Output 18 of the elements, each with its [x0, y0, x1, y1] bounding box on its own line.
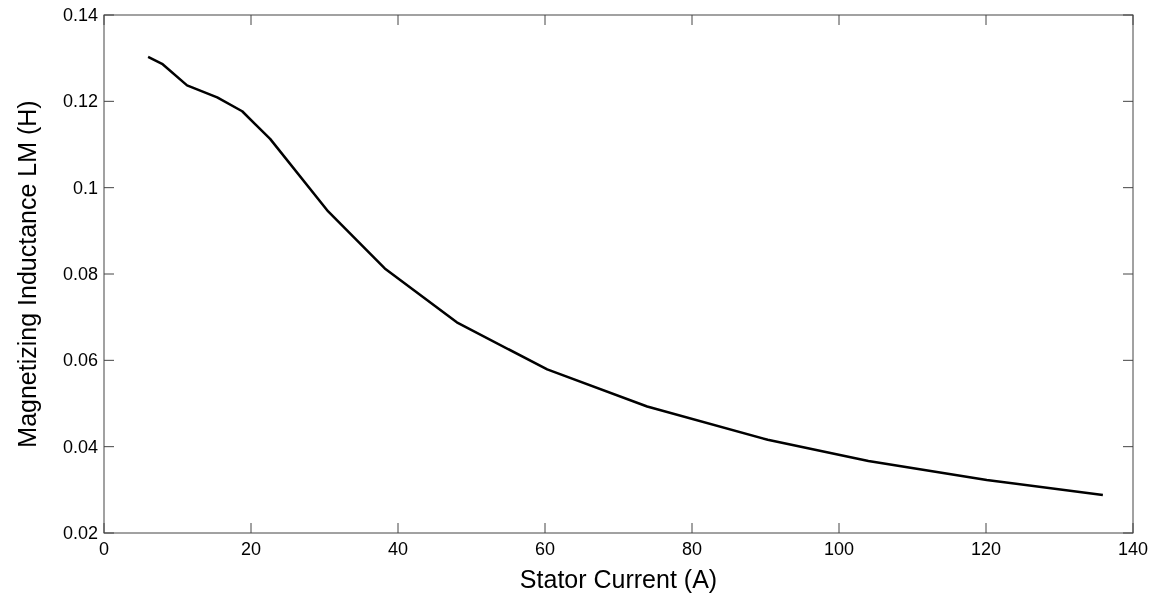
x-tick-label: 80	[681, 539, 703, 559]
y-tick-label: 0.1	[72, 177, 98, 198]
y-axis-title: Magnetizing Inductance LM (H)	[13, 100, 41, 448]
y-tick-label: 0.14	[62, 5, 98, 25]
y-tick-label: 0.08	[62, 264, 98, 284]
x-tick-label: 20	[240, 539, 262, 559]
x-tick-label: 60	[534, 539, 556, 559]
x-tick-label: 40	[387, 539, 409, 559]
x-tick-label: 120	[970, 539, 1002, 559]
y-tick-label: 0.04	[62, 436, 98, 457]
x-tick-label: 140	[1117, 539, 1149, 559]
y-tick-label: 0.06	[62, 350, 98, 371]
y-tick-label: 0.02	[62, 523, 98, 543]
line-series	[146, 55, 1105, 497]
x-tick-label: 100	[823, 539, 855, 559]
x-axis-title: Stator Current (A)	[519, 565, 718, 593]
x-tick-label: 0	[98, 539, 110, 559]
y-tick-label: 0.12	[62, 91, 98, 112]
